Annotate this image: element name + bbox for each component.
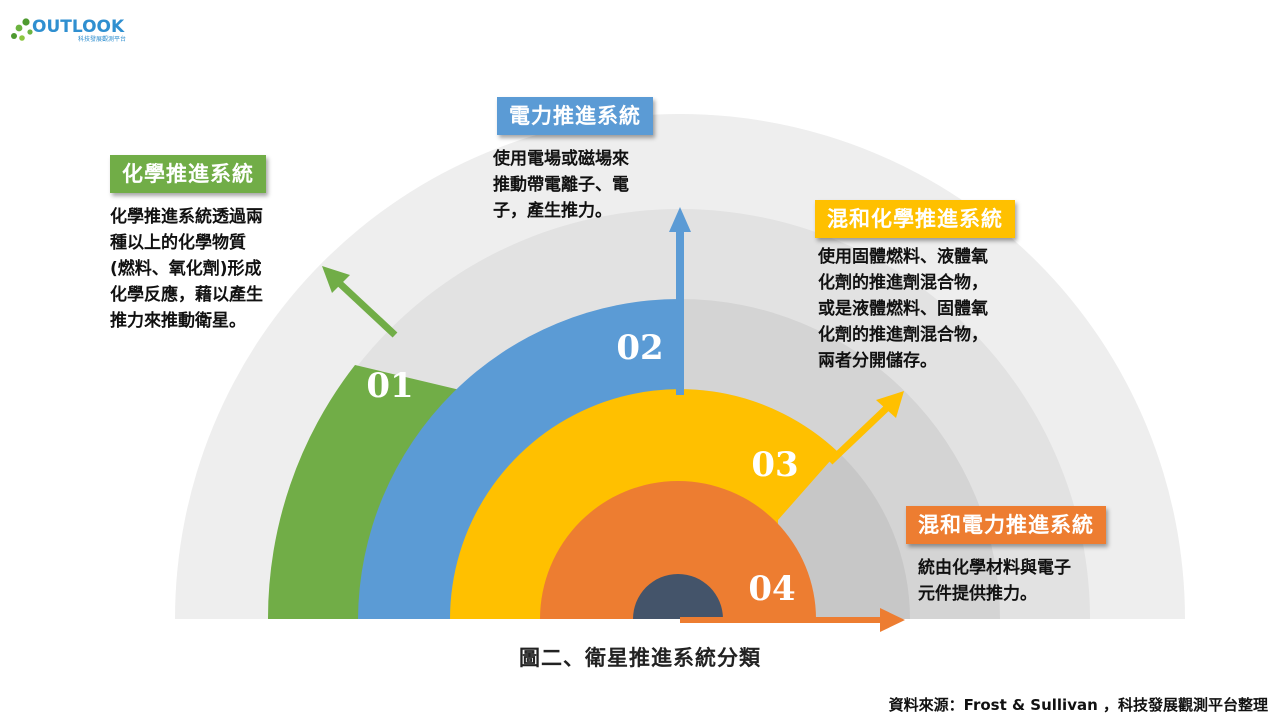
arrow-electric xyxy=(669,207,691,395)
description-line: 種以上的化學物質 xyxy=(110,233,246,253)
description-line: 推力來推動衛星。 xyxy=(110,311,246,331)
sector-number-04: 04 xyxy=(748,569,795,609)
outlook-logo: OUTLOOK 科技發展觀測平台 xyxy=(11,17,126,43)
description-line: 化劑的推進劑混合物， xyxy=(818,273,988,293)
description-line: 化學推進系統透過兩 xyxy=(110,207,263,227)
description-line: 化學反應，藉以產生 xyxy=(110,285,263,305)
description-line: 元件提供推力。 xyxy=(918,584,1037,604)
sector-number-01: 01 xyxy=(366,366,413,406)
description-line: 推動帶電離子、電 xyxy=(493,175,629,195)
description-line: 使用固體燃料、液體氧 xyxy=(818,247,988,267)
description-line: 統由化學材料與電子 xyxy=(918,558,1071,578)
description-line: 或是液體燃料、固體氧 xyxy=(818,299,988,319)
source-note: 資料來源：Frost & Sullivan ，科技發展觀測平台整理 xyxy=(888,696,1268,714)
description-chemical: 化學推進系統透過兩 種以上的化學物質 (燃料、氧化劑)形成 化學反應，藉以產生 … xyxy=(110,204,263,334)
description-line: (燃料、氧化劑)形成 xyxy=(110,259,262,279)
description-line: 使用電場或磁場來 xyxy=(493,149,629,169)
label-electric: 電力推進系統 xyxy=(497,97,653,135)
description-line: 兩者分開儲存。 xyxy=(818,351,937,371)
label-hybrid-chemical: 混和化學推進系統 xyxy=(815,200,1015,238)
description-line: 子，產生推力。 xyxy=(493,201,612,221)
description-electric: 使用電場或磁場來 推動帶電離子、電 子，產生推力。 xyxy=(493,146,629,224)
description-hybrid-electric: 統由化學材料與電子 元件提供推力。 xyxy=(918,555,1071,607)
center-half-circle xyxy=(633,574,723,619)
description-hybrid-chemical: 使用固體燃料、液體氧 化劑的推進劑混合物， 或是液體燃料、固體氧 化劑的推進劑混… xyxy=(818,244,988,374)
label-chemical: 化學推進系統 xyxy=(110,155,266,193)
sector-hybrid-electric xyxy=(540,481,816,619)
logo-text: OUTLOOK xyxy=(32,17,125,37)
figure-caption: 圖二、衛星推進系統分類 xyxy=(519,646,761,670)
logo-dots-icon xyxy=(11,18,33,41)
arrow-chemical xyxy=(322,266,398,338)
logo-subtitle: 科技發展觀測平台 xyxy=(78,35,126,43)
arrow-hybrid-chemical xyxy=(827,391,904,465)
sector-number-03: 03 xyxy=(751,445,798,485)
arrow-hybrid-electric xyxy=(680,608,905,632)
description-line: 化劑的推進劑混合物， xyxy=(818,325,988,345)
label-hybrid-electric: 混和電力推進系統 xyxy=(906,506,1106,544)
sector-number-02: 02 xyxy=(616,328,663,368)
